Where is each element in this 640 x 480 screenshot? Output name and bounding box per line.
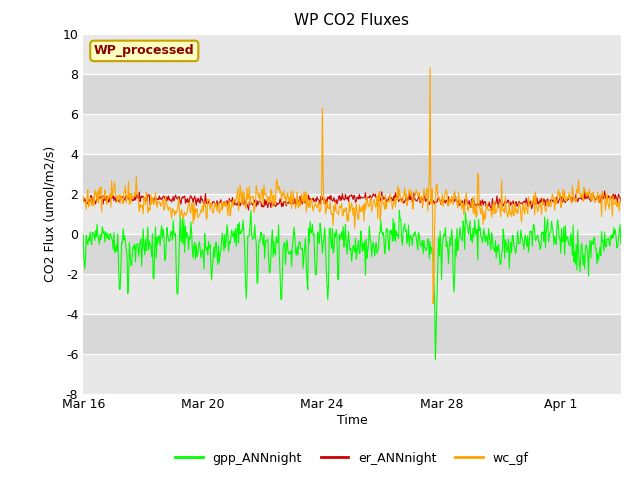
X-axis label: Time: Time [337,414,367,427]
Y-axis label: CO2 Flux (umol/m2/s): CO2 Flux (umol/m2/s) [44,145,57,282]
Title: WP CO2 Fluxes: WP CO2 Fluxes [294,13,410,28]
Bar [83,114,621,154]
Text: WP_processed: WP_processed [94,44,195,58]
Bar [83,313,621,354]
Bar [83,154,621,193]
Legend: gpp_ANNnight, er_ANNnight, wc_gf: gpp_ANNnight, er_ANNnight, wc_gf [170,447,534,469]
Bar [83,354,621,394]
Bar [83,274,621,313]
Bar [83,73,621,114]
Bar [83,193,621,234]
Bar [83,234,621,274]
Bar [83,34,621,73]
